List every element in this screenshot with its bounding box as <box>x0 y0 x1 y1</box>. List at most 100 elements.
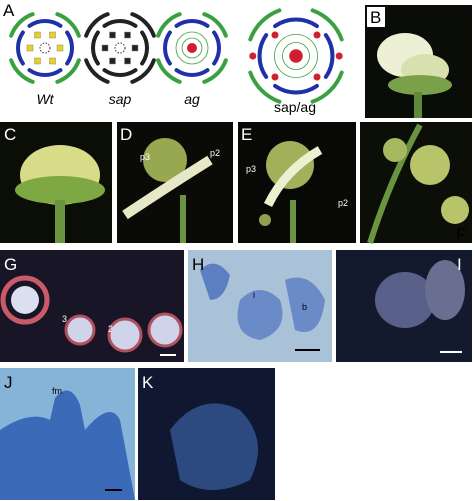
section <box>0 275 50 325</box>
petal <box>212 30 221 66</box>
genotype-label: Wt <box>36 91 54 107</box>
sepal <box>9 58 35 84</box>
panel-label: J <box>4 373 13 392</box>
whorl <box>282 42 310 70</box>
annotation: fm <box>52 386 62 396</box>
petal <box>273 17 319 29</box>
panel-label: D <box>120 125 132 144</box>
stamen <box>26 44 34 52</box>
sepal <box>248 8 282 42</box>
sepal <box>15 176 105 204</box>
tissue <box>285 277 325 332</box>
carpel <box>39 42 51 54</box>
petal <box>102 19 138 28</box>
bud <box>259 214 271 226</box>
panel-label: F <box>456 225 466 244</box>
panel-label: C <box>4 125 16 144</box>
sepal <box>202 58 228 84</box>
petal <box>174 68 210 77</box>
petals <box>263 146 323 208</box>
stem <box>414 92 422 118</box>
annotation: p3 <box>246 164 256 174</box>
panel-label: H <box>192 255 204 274</box>
annotation: b <box>302 302 307 312</box>
sepal <box>84 12 110 38</box>
petal <box>102 68 138 77</box>
petal <box>323 33 335 79</box>
sepal <box>202 12 228 38</box>
panel-label: A <box>3 1 15 20</box>
annotation: p3 <box>140 152 150 162</box>
tissue <box>0 390 135 500</box>
petal <box>27 19 63 28</box>
sepal <box>156 12 182 38</box>
panel-label: E <box>241 125 252 144</box>
stamen <box>34 57 41 65</box>
stem <box>290 200 296 243</box>
genotype-label: sap/ag <box>274 99 316 115</box>
bud-cluster <box>143 138 187 182</box>
annotation: 2 <box>108 324 113 334</box>
sepal <box>130 58 156 84</box>
annotation: i <box>253 290 255 300</box>
stamen <box>49 31 56 39</box>
section <box>147 312 183 348</box>
sepal <box>248 70 282 104</box>
whorl <box>175 31 209 65</box>
petal <box>27 68 63 77</box>
flowers <box>441 196 469 224</box>
stamen <box>109 57 116 65</box>
stem <box>180 195 186 243</box>
tissue <box>170 403 258 490</box>
stamen <box>131 44 139 52</box>
center <box>289 49 303 63</box>
stamen <box>109 31 116 39</box>
stamen <box>56 44 64 52</box>
petal <box>65 30 74 66</box>
sepal <box>388 75 452 95</box>
sepal <box>310 8 344 42</box>
section <box>425 260 465 320</box>
center <box>271 31 279 39</box>
sepal <box>9 12 35 38</box>
sepal <box>55 12 81 38</box>
sepal <box>130 12 156 38</box>
panel-label: B <box>370 8 381 27</box>
floral-diagrams <box>9 8 344 104</box>
flowers <box>383 138 407 162</box>
petal <box>257 33 269 79</box>
bud-cluster <box>266 141 314 189</box>
whorl <box>181 37 203 59</box>
petal <box>91 30 100 66</box>
section <box>64 314 96 346</box>
genotype-label: ag <box>184 91 200 107</box>
tissue <box>200 263 230 300</box>
annotation: 3 <box>62 314 67 324</box>
tissue <box>237 290 283 340</box>
carpel <box>114 42 126 54</box>
center <box>313 31 321 39</box>
annotation: p2 <box>338 198 348 208</box>
section <box>11 286 39 314</box>
sepal <box>84 58 110 84</box>
petal <box>16 30 25 66</box>
center <box>335 52 343 60</box>
stem <box>367 123 423 244</box>
stamen <box>124 31 131 39</box>
stamen <box>124 57 131 65</box>
sepal <box>55 58 81 84</box>
stamen <box>49 57 56 65</box>
center <box>313 73 321 81</box>
section <box>375 272 435 328</box>
stem <box>55 200 65 243</box>
center <box>249 52 257 60</box>
petal <box>163 30 172 66</box>
whorl <box>273 34 318 79</box>
petals <box>122 155 213 220</box>
center <box>271 73 279 81</box>
genotype-label: sap <box>109 91 132 107</box>
sepal <box>156 58 182 84</box>
artwork <box>0 33 469 500</box>
panel-label: K <box>142 373 154 392</box>
